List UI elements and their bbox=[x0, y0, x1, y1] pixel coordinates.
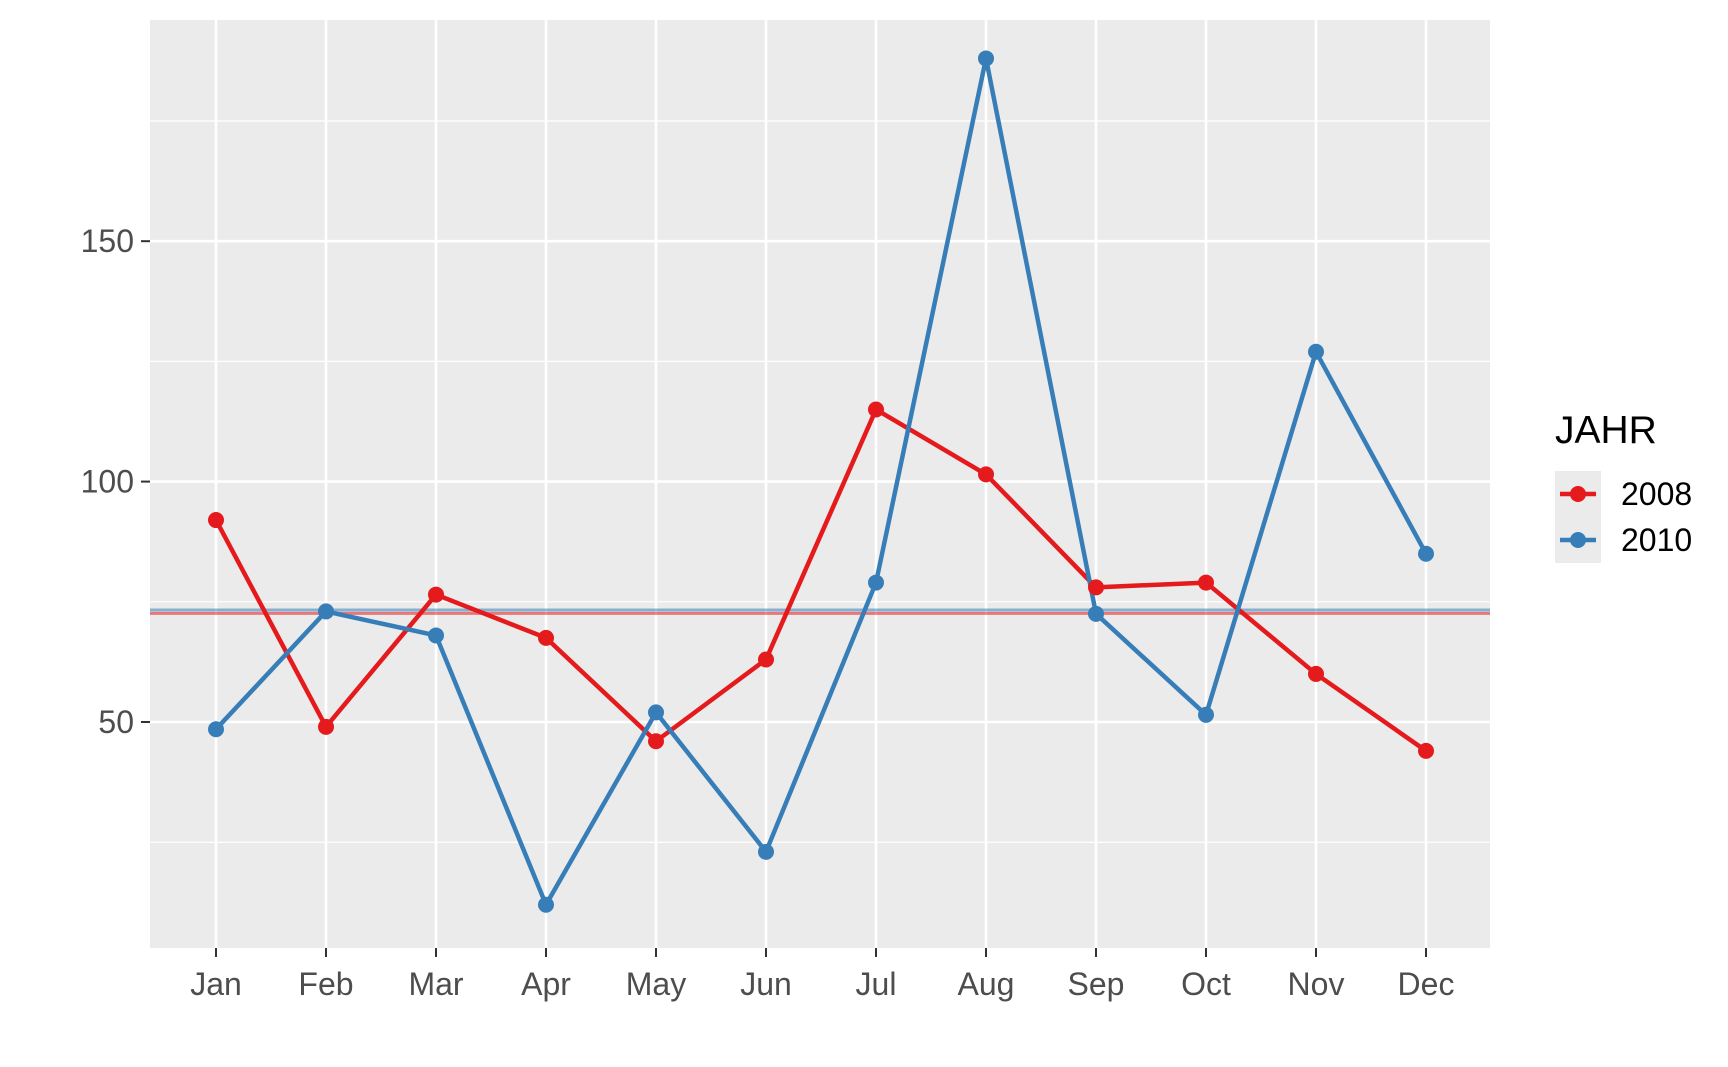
data-point-2010 bbox=[1308, 343, 1324, 360]
data-point-2008 bbox=[428, 586, 444, 603]
data-point-2010 bbox=[1088, 605, 1104, 622]
series-lines bbox=[208, 50, 1434, 913]
plot-panel bbox=[150, 20, 1490, 948]
data-point-2008 bbox=[978, 466, 994, 483]
x-tick-label: Jul bbox=[856, 966, 897, 1002]
data-point-2010 bbox=[1198, 706, 1214, 723]
data-point-2010 bbox=[648, 704, 664, 721]
mean-lines bbox=[150, 608, 1490, 615]
legend-title: JAHR bbox=[1555, 409, 1657, 452]
data-point-2008 bbox=[1308, 665, 1324, 682]
x-tick-label: Mar bbox=[408, 966, 463, 1002]
x-tick-label: Dec bbox=[1398, 966, 1455, 1002]
data-point-2008 bbox=[538, 629, 554, 646]
x-tick-label: Sep bbox=[1068, 966, 1125, 1002]
data-point-2008 bbox=[208, 512, 224, 529]
x-tick-label: Oct bbox=[1181, 966, 1231, 1002]
data-point-2010 bbox=[208, 721, 224, 738]
data-point-2008 bbox=[758, 651, 774, 668]
y-tick-label: 100 bbox=[81, 464, 134, 500]
x-tick-label: Aug bbox=[958, 966, 1015, 1002]
legend-key-point-2010 bbox=[1570, 532, 1586, 548]
legend: JAHR 2008 2010 bbox=[1555, 409, 1692, 563]
legend-label-2008: 2008 bbox=[1621, 476, 1692, 512]
series-line-2008 bbox=[213, 407, 1429, 754]
data-point-2010 bbox=[1418, 545, 1434, 562]
legend-key-point-2008 bbox=[1570, 486, 1586, 502]
data-point-2008 bbox=[1418, 742, 1434, 759]
data-point-2008 bbox=[1198, 574, 1214, 591]
x-tick-label: Apr bbox=[521, 966, 571, 1002]
axes: 50 100 150 Jan Feb Mar Apr May Jun Jul Aug Sep Oct No… bbox=[81, 223, 1455, 1002]
data-point-2008 bbox=[648, 733, 664, 750]
series-line-2010 bbox=[213, 56, 1429, 907]
data-point-2010 bbox=[538, 896, 554, 913]
y-tick-label: 150 bbox=[81, 223, 134, 259]
x-tick-label: Jan bbox=[190, 966, 242, 1002]
data-point-2010 bbox=[868, 574, 884, 591]
y-tick-label: 50 bbox=[98, 704, 134, 740]
x-tick-label: Jun bbox=[740, 966, 792, 1002]
x-tick-label: Feb bbox=[298, 966, 353, 1002]
data-point-2010 bbox=[318, 603, 334, 620]
data-point-2008 bbox=[868, 401, 884, 418]
x-tick-label: May bbox=[626, 966, 686, 1002]
data-point-2008 bbox=[1088, 579, 1104, 596]
data-point-2008 bbox=[318, 718, 334, 735]
data-point-2010 bbox=[978, 50, 994, 67]
data-point-2010 bbox=[428, 627, 444, 644]
data-point-2010 bbox=[758, 843, 774, 860]
x-tick-label: Nov bbox=[1288, 966, 1345, 1002]
legend-label-2010: 2010 bbox=[1621, 522, 1692, 558]
